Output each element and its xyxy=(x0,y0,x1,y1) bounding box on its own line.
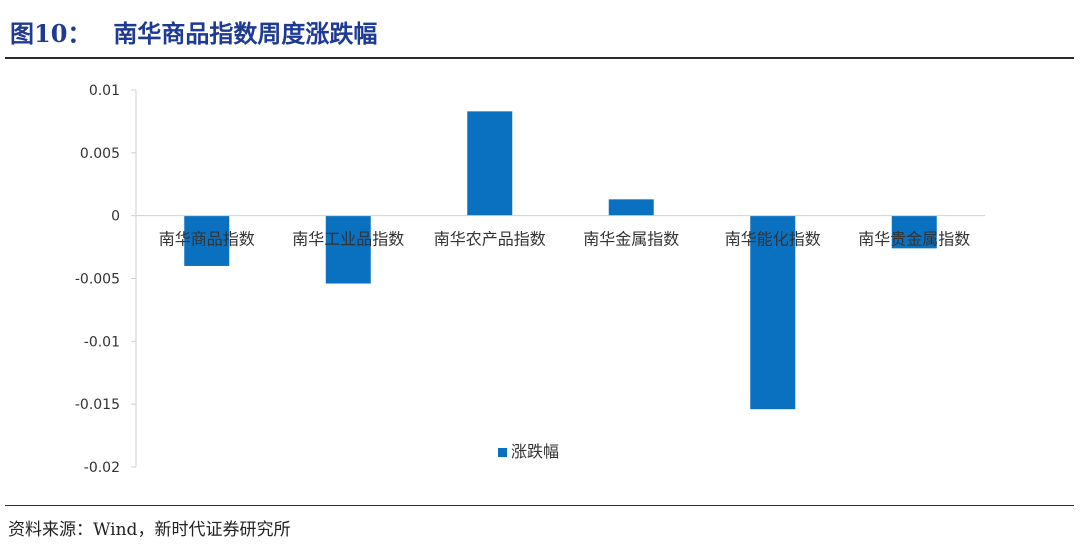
bar-chart: 0.010.0050-0.005-0.01-0.015-0.02 南华商品指数南… xyxy=(75,83,985,476)
x-category-label: 南华商品指数 xyxy=(159,230,255,249)
x-axis: 南华商品指数 南华工业品指数 南华农产品指数 南华金属指数 南华能化指数 南华贵金属指数 xyxy=(136,215,985,249)
x-category-label: 南华工业品指数 xyxy=(292,230,404,249)
bar xyxy=(467,111,513,216)
y-axis: 0.01 0.005 0 -0.005 -0.01 -0.015 -0.02 xyxy=(75,83,137,476)
x-category-label: 南华农产品指数 xyxy=(434,230,546,249)
bar xyxy=(608,199,654,216)
bar xyxy=(750,215,796,410)
legend: 涨跌幅 xyxy=(498,442,559,461)
figure-title-text: 南华商品指数周度涨跌幅 xyxy=(113,19,378,48)
x-category-label: 南华金属指数 xyxy=(583,230,679,249)
footer-divider xyxy=(5,505,1074,506)
figure-title: 图10： 南华商品指数周度涨跌幅 xyxy=(10,14,377,49)
y-tick-label: -0.005 xyxy=(75,272,120,288)
bar xyxy=(184,215,230,266)
legend-label: 涨跌幅 xyxy=(511,442,559,461)
bar xyxy=(891,215,937,249)
y-tick-label: 0 xyxy=(111,209,120,225)
y-tick-label: 0.005 xyxy=(80,146,120,162)
figure-label: 图10： xyxy=(10,19,92,48)
x-category-label: 南华贵金属指数 xyxy=(858,230,970,249)
x-category-label: 南华能化指数 xyxy=(725,230,821,249)
y-tick-label: -0.02 xyxy=(84,460,120,476)
title-divider xyxy=(5,57,1074,59)
legend-swatch xyxy=(498,448,507,457)
y-tick-label: -0.015 xyxy=(75,397,120,413)
bars xyxy=(184,111,937,410)
y-tick-label: 0.01 xyxy=(89,83,120,99)
y-tick-label: -0.01 xyxy=(84,334,120,350)
source-note: 资料来源：Wind，新时代证券研究所 xyxy=(8,520,291,540)
bar xyxy=(325,215,371,284)
